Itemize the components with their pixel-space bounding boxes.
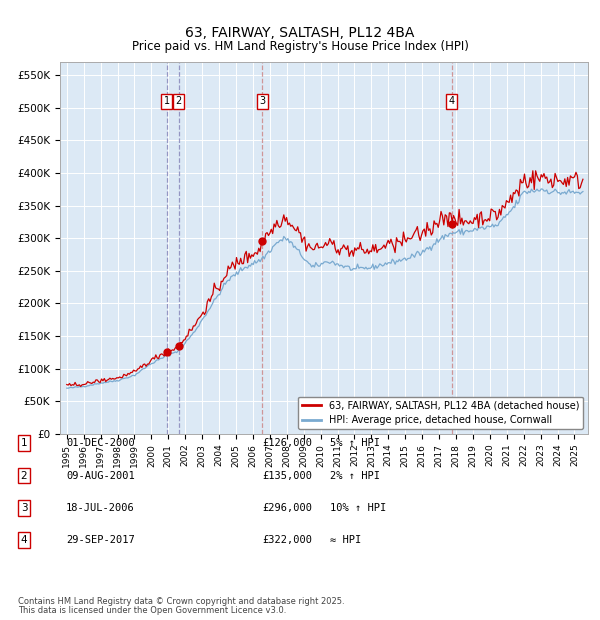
Text: 01-DEC-2000: 01-DEC-2000 bbox=[66, 438, 135, 448]
Text: 5% ↑ HPI: 5% ↑ HPI bbox=[330, 438, 380, 448]
Text: 2% ↑ HPI: 2% ↑ HPI bbox=[330, 471, 380, 480]
Text: 1: 1 bbox=[164, 96, 170, 106]
Text: 3: 3 bbox=[20, 503, 28, 513]
Text: Price paid vs. HM Land Registry's House Price Index (HPI): Price paid vs. HM Land Registry's House … bbox=[131, 40, 469, 53]
Text: £322,000: £322,000 bbox=[262, 535, 312, 545]
Text: 09-AUG-2001: 09-AUG-2001 bbox=[66, 471, 135, 480]
Text: £296,000: £296,000 bbox=[262, 503, 312, 513]
Text: 10% ↑ HPI: 10% ↑ HPI bbox=[330, 503, 386, 513]
Legend: 63, FAIRWAY, SALTASH, PL12 4BA (detached house), HPI: Average price, detached ho: 63, FAIRWAY, SALTASH, PL12 4BA (detached… bbox=[298, 397, 583, 429]
Text: £135,000: £135,000 bbox=[262, 471, 312, 480]
Text: 63, FAIRWAY, SALTASH, PL12 4BA: 63, FAIRWAY, SALTASH, PL12 4BA bbox=[185, 26, 415, 40]
Text: 29-SEP-2017: 29-SEP-2017 bbox=[66, 535, 135, 545]
Text: 18-JUL-2006: 18-JUL-2006 bbox=[66, 503, 135, 513]
Text: 1: 1 bbox=[20, 438, 28, 448]
Text: 4: 4 bbox=[449, 96, 455, 106]
Text: ≈ HPI: ≈ HPI bbox=[330, 535, 361, 545]
Text: 2: 2 bbox=[20, 471, 28, 480]
Text: 4: 4 bbox=[20, 535, 28, 545]
Text: Contains HM Land Registry data © Crown copyright and database right 2025.: Contains HM Land Registry data © Crown c… bbox=[18, 597, 344, 606]
Text: £126,000: £126,000 bbox=[262, 438, 312, 448]
Text: 3: 3 bbox=[259, 96, 265, 106]
Text: This data is licensed under the Open Government Licence v3.0.: This data is licensed under the Open Gov… bbox=[18, 606, 286, 615]
Text: 2: 2 bbox=[176, 96, 182, 106]
